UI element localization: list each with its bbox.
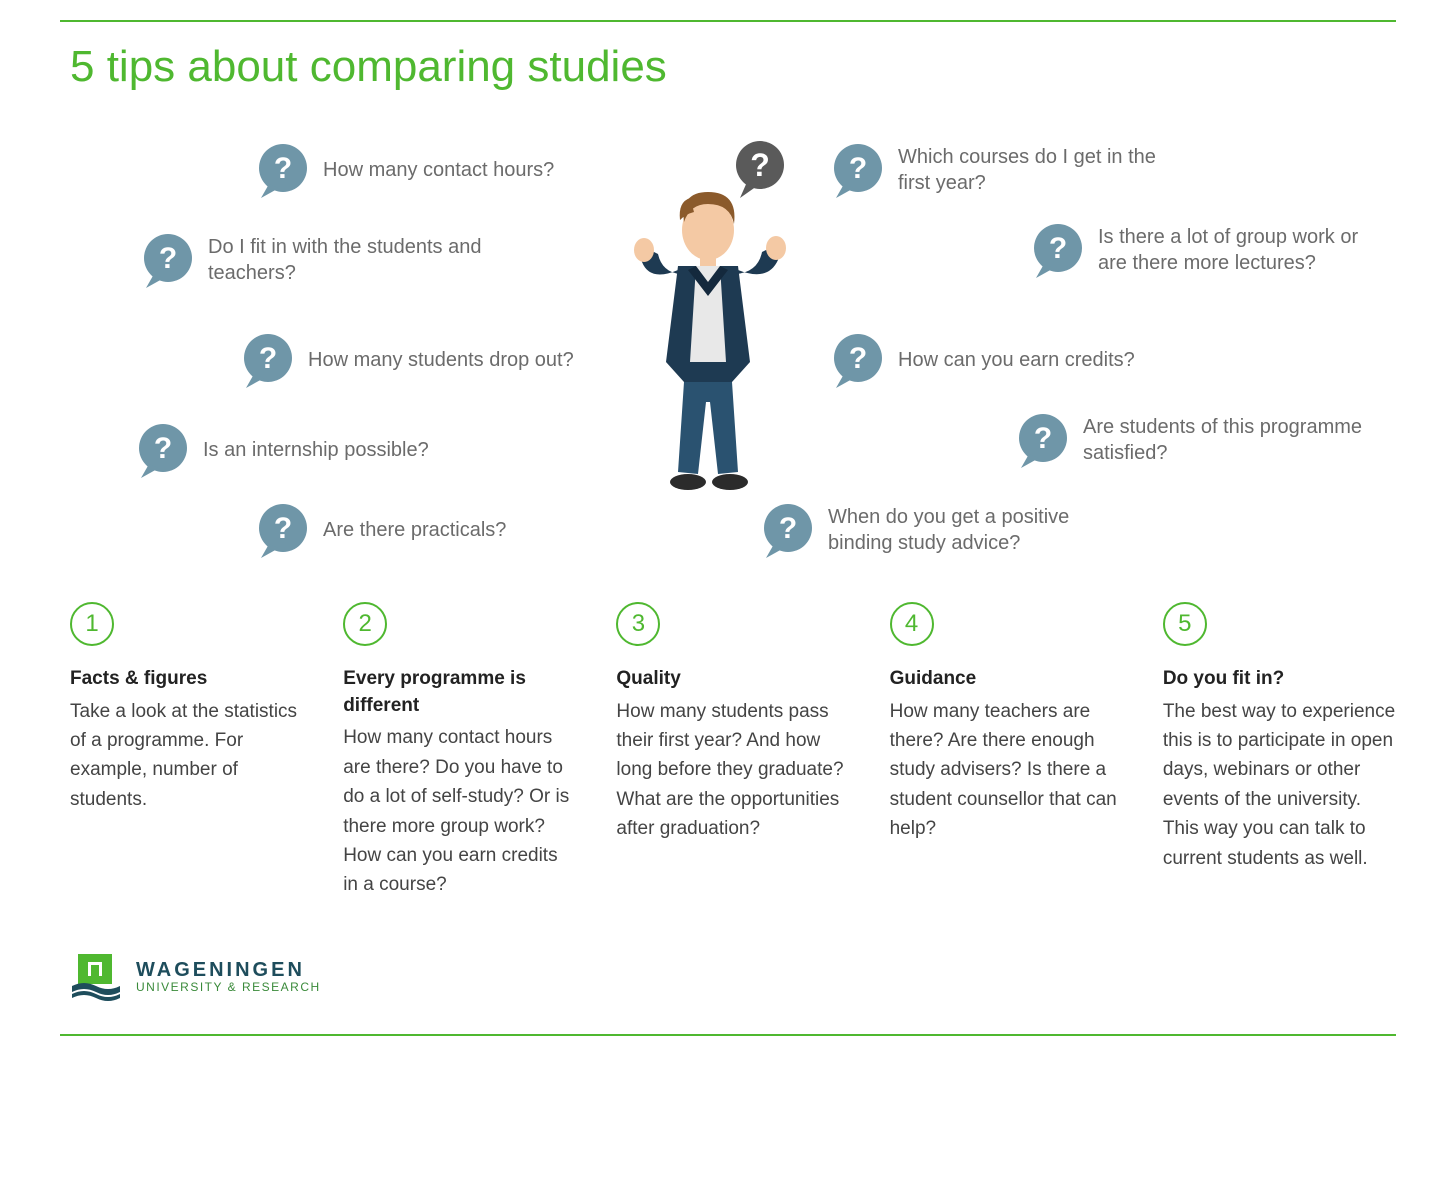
question-item: ? Which courses do I get in the first ye… [830, 142, 1178, 198]
question-bubble-icon: ? [240, 332, 296, 388]
question-text: How many students drop out? [308, 347, 574, 373]
svg-text:?: ? [1034, 422, 1052, 455]
question-text: Which courses do I get in the first year… [898, 144, 1178, 196]
question-item: ? Do I fit in with the students and teac… [140, 232, 488, 288]
svg-text:?: ? [779, 512, 797, 545]
question-bubble-icon: ? [255, 502, 311, 558]
svg-text:?: ? [159, 242, 177, 275]
tip-body: Take a look at the statistics of a progr… [70, 697, 303, 815]
person-illustration: ? [600, 132, 830, 512]
question-bubble-icon: ? [760, 502, 816, 558]
bottom-divider [60, 1034, 1396, 1036]
question-text: Do I fit in with the students and teache… [208, 234, 488, 286]
question-item: ? How can you earn credits? [830, 332, 1135, 388]
questions-area: ? ? [60, 132, 1396, 562]
question-item: ? Is an internship possible? [135, 422, 429, 478]
tip-number-badge: 5 [1163, 602, 1207, 646]
question-item: ? Is there a lot of group work or are th… [1030, 222, 1378, 278]
question-bubble-icon: ? [255, 142, 311, 198]
tip-title: Every programme is different [343, 666, 576, 719]
question-text: Are there practicals? [323, 517, 506, 543]
question-bubble-icon: ? [830, 332, 886, 388]
tip-number-badge: 1 [70, 602, 114, 646]
page-title: 5 tips about comparing studies [70, 42, 1396, 92]
tip-title: Do you fit in? [1163, 666, 1396, 693]
tip-number-badge: 3 [616, 602, 660, 646]
tip-body: How many students pass their first year?… [616, 697, 849, 844]
question-item: ? How many students drop out? [240, 332, 574, 388]
question-item: ? When do you get a positive binding stu… [760, 502, 1108, 558]
svg-text:?: ? [259, 342, 277, 375]
question-item: ? How many contact hours? [255, 142, 554, 198]
tip-title: Facts & figures [70, 666, 303, 693]
tip-2: 2 Every programme is different How many … [343, 602, 576, 900]
question-item: ? Are students of this programme satisfi… [1015, 412, 1363, 468]
tip-3: 3 Quality How many students pass their f… [616, 602, 849, 900]
tip-4: 4 Guidance How many teachers are there? … [890, 602, 1123, 900]
question-bubble-icon: ? [135, 422, 191, 478]
question-bubble-icon: ? [1030, 222, 1086, 278]
tip-number-badge: 2 [343, 602, 387, 646]
wageningen-logo-icon [70, 950, 124, 1004]
tip-title: Guidance [890, 666, 1123, 693]
svg-text:?: ? [849, 152, 867, 185]
svg-text:?: ? [274, 512, 292, 545]
question-text: When do you get a positive binding study… [828, 504, 1108, 556]
svg-text:?: ? [1049, 232, 1067, 265]
question-text: Is an internship possible? [203, 437, 429, 463]
tip-body: The best way to experience this is to pa… [1163, 697, 1396, 874]
question-text: Is there a lot of group work or are ther… [1098, 224, 1378, 276]
tip-1: 1 Facts & figures Take a look at the sta… [70, 602, 303, 900]
logo-text: WAGENINGEN UNIVERSITY & RESEARCH [136, 959, 321, 994]
footer-logo: WAGENINGEN UNIVERSITY & RESEARCH [70, 950, 1396, 1004]
question-text: How many contact hours? [323, 157, 554, 183]
svg-text:?: ? [849, 342, 867, 375]
question-item: ? Are there practicals? [255, 502, 506, 558]
tip-body: How many contact hours are there? Do you… [343, 723, 576, 900]
logo-subtitle: UNIVERSITY & RESEARCH [136, 981, 321, 994]
question-bubble-icon: ? [1015, 412, 1071, 468]
logo-name: WAGENINGEN [136, 959, 321, 981]
svg-text:?: ? [274, 152, 292, 185]
svg-text:?: ? [750, 147, 770, 183]
tip-number-badge: 4 [890, 602, 934, 646]
svg-text:?: ? [154, 432, 172, 465]
tip-title: Quality [616, 666, 849, 693]
question-text: How can you earn credits? [898, 347, 1135, 373]
question-bubble-icon: ? [140, 232, 196, 288]
question-bubble-icon: ? [830, 142, 886, 198]
top-divider [60, 20, 1396, 22]
question-text: Are students of this programme satisfied… [1083, 414, 1363, 466]
tip-5: 5 Do you fit in? The best way to experie… [1163, 602, 1396, 900]
tips-row: 1 Facts & figures Take a look at the sta… [70, 602, 1396, 900]
tip-body: How many teachers are there? Are there e… [890, 697, 1123, 844]
